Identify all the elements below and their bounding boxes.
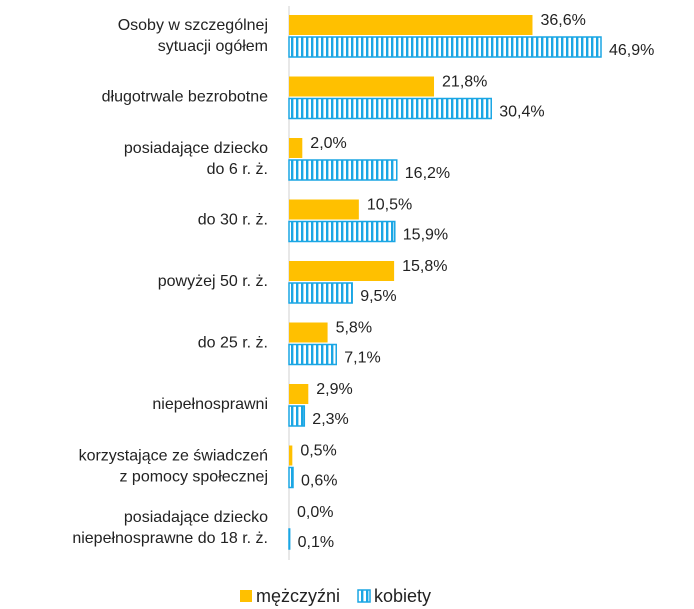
- bar: [288, 282, 353, 304]
- bar: [289, 138, 303, 158]
- value-label: 2,0%: [310, 135, 346, 152]
- value-label: 0,6%: [301, 473, 337, 490]
- bar: [288, 528, 291, 550]
- category-label: do 25 r. ż.: [198, 335, 268, 352]
- category-label: do 30 r. ż.: [198, 212, 268, 229]
- value-label: 0,1%: [298, 534, 334, 551]
- bar: [288, 220, 396, 243]
- bar: [288, 466, 294, 489]
- bar: [289, 445, 293, 466]
- category-label: posiadające dziecko do 6 r. ż.: [124, 140, 268, 178]
- value-label: 2,9%: [316, 381, 352, 398]
- legend-label: mężczyźni: [256, 586, 340, 606]
- value-label: 10,5%: [367, 197, 412, 214]
- bar: [289, 322, 328, 343]
- category-label: korzystające ze świadczeń z pomocy społec…: [79, 448, 268, 486]
- value-label: 0,5%: [300, 443, 336, 460]
- bar: [289, 76, 435, 97]
- value-label: 7,1%: [344, 350, 380, 367]
- bar: [289, 15, 533, 35]
- value-label: 21,8%: [442, 74, 487, 91]
- category-label: Osoby w szczególnej sytuacji ogółem: [118, 17, 268, 55]
- value-label: 46,9%: [609, 42, 654, 59]
- category-label: powyżej 50 r. ż.: [158, 273, 268, 290]
- bar: [288, 159, 398, 181]
- value-label: 9,5%: [360, 288, 396, 305]
- value-label: 2,3%: [312, 411, 348, 428]
- bar: [288, 36, 602, 58]
- legend-label: kobiety: [374, 586, 431, 606]
- bar: [288, 97, 492, 120]
- value-label: 5,8%: [336, 320, 372, 337]
- value-label: 30,4%: [499, 104, 544, 121]
- bar: [289, 199, 359, 220]
- value-label: 36,6%: [540, 12, 585, 29]
- category-label: długotrwale bezrobotne: [102, 89, 268, 106]
- category-label: niepełnosprawni: [152, 396, 268, 413]
- value-label: 16,2%: [405, 165, 450, 182]
- bar: [288, 405, 306, 427]
- bar: [289, 261, 395, 281]
- value-label: 15,8%: [402, 258, 447, 275]
- bar: [289, 384, 309, 404]
- bar: [288, 343, 337, 366]
- value-label: 15,9%: [403, 227, 448, 244]
- legend-swatch: [240, 590, 252, 602]
- value-label: 0,0%: [297, 504, 333, 521]
- category-label: posiadające dziecko niepełnosprawne do 18…: [72, 509, 268, 547]
- legend-swatch: [357, 589, 371, 603]
